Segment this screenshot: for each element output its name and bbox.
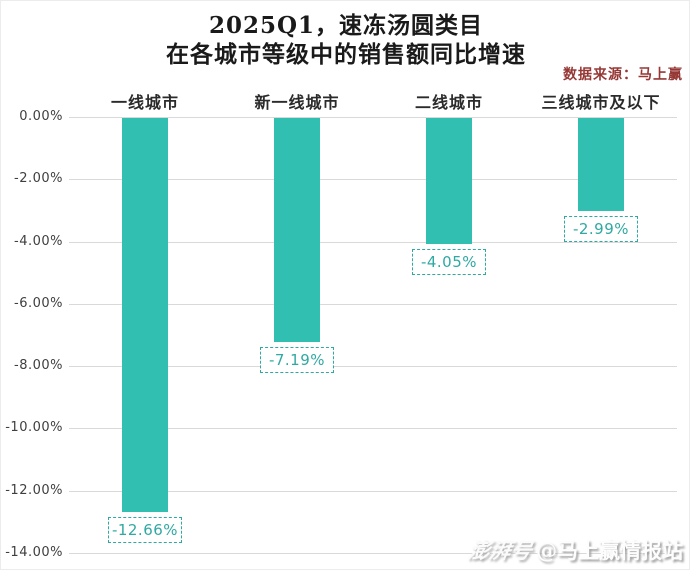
gridline — [69, 117, 677, 118]
y-axis-tick-label: -6.00% — [14, 296, 63, 311]
gridline — [69, 242, 677, 243]
data-source-note: 数据来源：马上赢 — [563, 67, 683, 83]
value-label: -4.05% — [412, 249, 486, 275]
gridline — [69, 553, 677, 554]
gridline — [69, 491, 677, 492]
y-axis-tick-label: -8.00% — [14, 358, 63, 373]
value-label: -2.99% — [564, 216, 638, 242]
y-axis-tick-label: -4.00% — [14, 234, 63, 249]
watermark-handle: @马上赢情报站 — [536, 538, 683, 563]
chart-title-line2: 在各城市等级中的销售额同比增速 — [166, 41, 526, 68]
category-label: 三线城市及以下 — [541, 93, 661, 112]
category-label: 新一线城市 — [254, 93, 340, 112]
value-label: -7.19% — [260, 347, 334, 373]
y-axis-tick-label: -14.00% — [5, 545, 63, 560]
bar — [578, 118, 624, 211]
bar — [274, 118, 320, 342]
pengpai-logo: 澎湃号 — [466, 538, 535, 563]
gridline — [69, 304, 677, 305]
gridline — [69, 366, 677, 367]
bar — [426, 118, 472, 244]
bar — [122, 118, 168, 512]
category-label: 一线城市 — [110, 93, 179, 112]
gridline — [69, 428, 677, 429]
y-axis-tick-label: -12.00% — [5, 483, 63, 498]
chart-title: 2025Q1，速冻汤圆类目 在各城市等级中的销售额同比增速 — [1, 11, 689, 69]
gridline — [69, 179, 677, 180]
chart-title-line1: 2025Q1，速冻汤圆类目 — [208, 12, 484, 39]
category-label: 二线城市 — [414, 93, 483, 112]
y-axis-tick-label: -10.00% — [5, 420, 63, 435]
watermark: 澎湃号@马上赢情报站 — [466, 535, 683, 565]
y-axis-tick-label: 0.00% — [19, 109, 63, 124]
y-axis-tick-label: -2.00% — [14, 171, 63, 186]
value-label: -12.66% — [108, 517, 182, 543]
